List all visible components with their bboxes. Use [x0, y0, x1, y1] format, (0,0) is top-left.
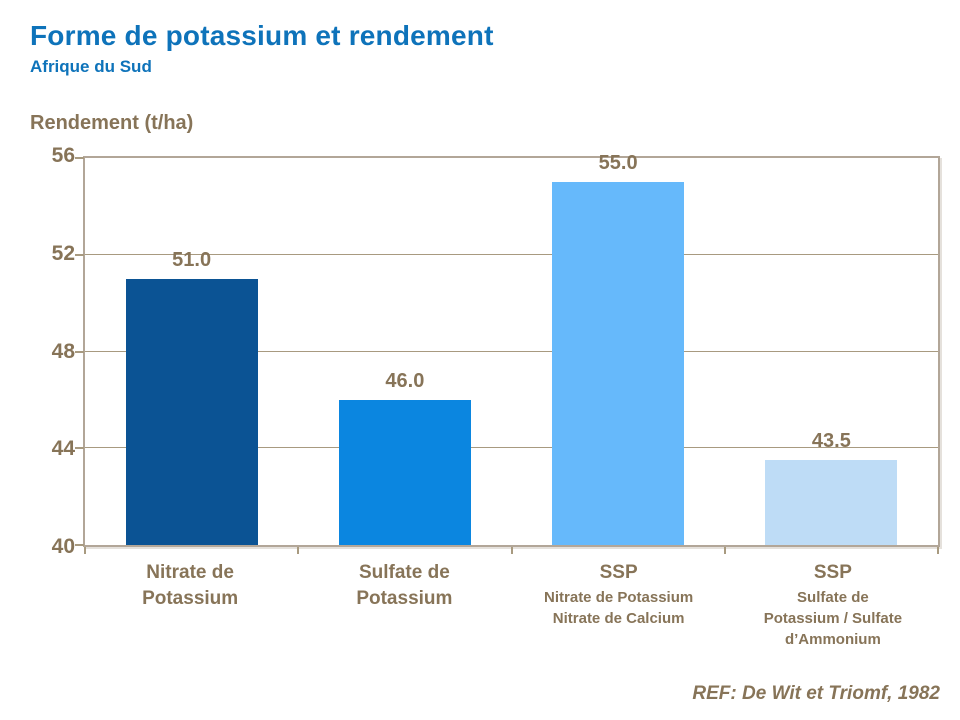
- category-label-sub: Nitrate de Potassium Nitrate de Calcium: [544, 589, 694, 627]
- y-tick-mark: [75, 253, 84, 256]
- gridline: [85, 253, 938, 255]
- bar-value-label: 46.0: [385, 369, 425, 392]
- category-label: Sulfate de Potassium: [297, 560, 511, 612]
- y-tick-mark: [75, 544, 84, 546]
- x-tick-mark: [84, 547, 86, 554]
- page-title: Forme de potassium et rendement: [30, 20, 494, 51]
- category-label-main: SSP: [813, 562, 852, 583]
- x-tick-mark: [723, 547, 726, 554]
- gridline: [85, 350, 938, 352]
- bar: [765, 460, 898, 545]
- bar-value-label: 43.5: [811, 430, 851, 453]
- x-tick-mark: [297, 547, 300, 554]
- category-label-sub: Sulfate de Potassium / Sulfate d’Ammoniu…: [763, 589, 903, 648]
- category-label-main: Sulfate de Potassium: [356, 562, 453, 609]
- y-axis: 40 44 48 52 56: [0, 144, 75, 558]
- y-tick-label: 40: [51, 535, 75, 558]
- y-tick-mark: [75, 157, 84, 159]
- x-tick-mark: [937, 547, 939, 554]
- y-tick-mark: [75, 350, 84, 353]
- x-tick-mark: [510, 547, 513, 554]
- y-tick-label: 44: [51, 437, 75, 461]
- reference-note: REF: De Wit et Triomf, 1982: [692, 683, 940, 704]
- y-axis-title: Rendement (t/ha): [30, 112, 194, 134]
- category-label: SSP Nitrate de Potassium Nitrate de Calci…: [512, 560, 726, 629]
- category-label-main: SSP: [599, 562, 638, 583]
- bar-value-label: 55.0: [598, 152, 638, 175]
- bar: [125, 278, 258, 545]
- x-axis-category-labels: Nitrate de Potassium Sulfate de Potassium…: [83, 560, 940, 650]
- bar: [552, 182, 685, 545]
- page-subtitle: Afrique du Sud: [30, 57, 152, 76]
- bar: [338, 399, 471, 545]
- category-label: Nitrate de Potassium: [83, 560, 297, 612]
- y-tick-mark: [75, 447, 84, 450]
- y-tick-label: 48: [51, 339, 75, 363]
- bar-value-label: 51.0: [172, 248, 212, 271]
- category-label-main: Nitrate de Potassium: [142, 562, 239, 609]
- y-tick-label: 52: [51, 241, 75, 265]
- plot-area: 51.0 46.0 55.0 43.5: [75, 152, 940, 554]
- category-label: SSP Sulfate de Potassium / Sulfate d’Ammo…: [726, 560, 940, 650]
- gridline: [85, 447, 938, 449]
- y-tick-label: 56: [51, 144, 75, 167]
